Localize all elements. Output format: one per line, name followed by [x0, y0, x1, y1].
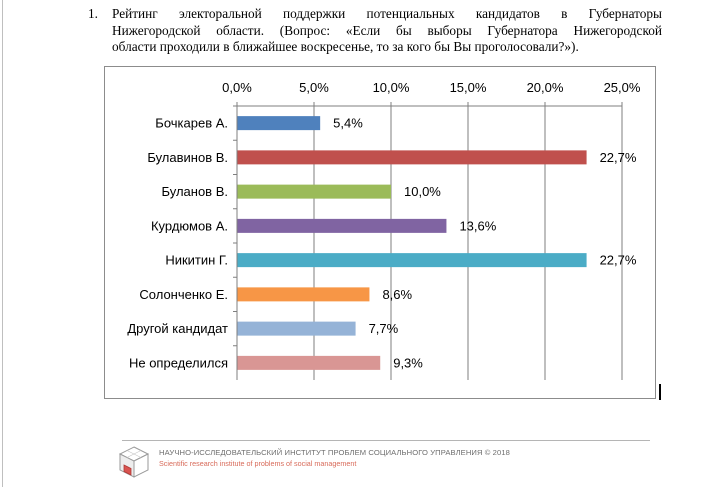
bar — [237, 287, 370, 302]
footer-institute: НАУЧНО-ИССЛЕДОВАТЕЛЬСКИЙ ИНСТИТУТ ПРОБЛЕ… — [159, 448, 510, 457]
rating-chart-svg: 0,0% 5,0% 10,0% 15,0% 20,0% 25,0% Бочкарев А. 5… — [127, 80, 641, 380]
bar — [237, 218, 447, 233]
value-label: 8,6% — [382, 287, 412, 302]
question-line: Нижегородской области. (Вопрос: «Если бы… — [112, 22, 662, 38]
bar — [237, 321, 356, 336]
category-label: Курдюмов А. — [151, 218, 228, 233]
category-label: Никитин Г. — [165, 253, 228, 268]
footer-divider — [122, 440, 650, 441]
question-line: области проходили в ближайшее воскресень… — [112, 39, 579, 55]
bar — [237, 184, 391, 199]
value-label: 9,3% — [393, 355, 423, 370]
x-tick-label: 20,0% — [527, 80, 564, 95]
category-label: Не определился — [129, 355, 228, 370]
margin-mark — [659, 384, 661, 400]
rating-chart: 0,0% 5,0% 10,0% 15,0% 20,0% 25,0% Бочкарев А. 5… — [104, 66, 656, 399]
value-label: 22,7% — [600, 253, 637, 268]
question-number: 1. — [88, 6, 98, 21]
question-text: Рейтинг электоральной поддержки потенциа… — [112, 6, 662, 56]
value-label: 22,7% — [600, 150, 637, 165]
page-left-border — [2, 0, 3, 487]
bar — [237, 116, 321, 131]
value-label: 13,6% — [459, 218, 496, 233]
category-label: Буланов В. — [162, 184, 229, 199]
cube-logo-icon — [118, 446, 150, 478]
x-tick-label: 0,0% — [222, 80, 252, 95]
bar — [237, 150, 587, 165]
bar — [237, 355, 381, 370]
question-line: Рейтинг электоральной поддержки потенциа… — [112, 6, 662, 21]
x-tick-label: 10,0% — [373, 80, 410, 95]
category-label: Бочкарев А. — [155, 116, 228, 131]
category-label: Солонченко Е. — [139, 287, 228, 302]
bar — [237, 253, 587, 268]
x-tick-label: 15,0% — [450, 80, 487, 95]
footer-institute-en: Scientific research institute of problem… — [159, 459, 357, 468]
category-label: Булавинов В. — [147, 150, 228, 165]
x-tick-label: 5,0% — [299, 80, 329, 95]
value-label: 7,7% — [369, 321, 399, 336]
x-tick-label: 25,0% — [604, 80, 641, 95]
value-label: 5,4% — [333, 116, 363, 131]
value-label: 10,0% — [404, 184, 441, 199]
category-label: Другой кандидат — [127, 321, 228, 336]
